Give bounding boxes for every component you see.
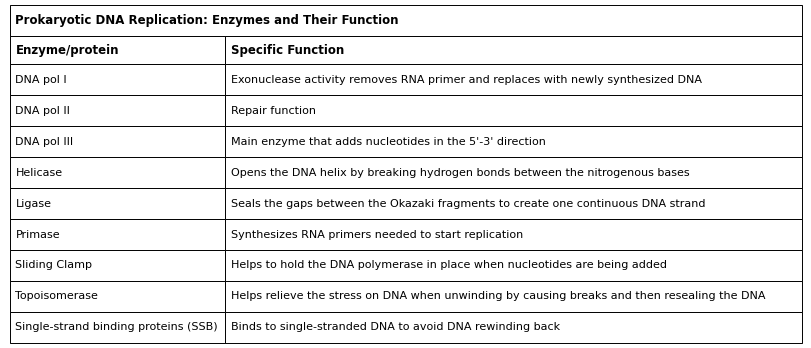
Text: Repair function: Repair function	[230, 106, 315, 116]
Bar	[225, 312, 801, 343]
Text: Specific Function: Specific Function	[230, 44, 344, 57]
Bar	[10, 281, 225, 312]
Bar	[225, 64, 801, 95]
Bar	[10, 126, 225, 157]
Bar	[225, 219, 801, 250]
Bar	[225, 281, 801, 312]
Bar	[10, 250, 225, 281]
Text: Ligase: Ligase	[15, 199, 51, 208]
Bar	[10, 5, 801, 36]
Text: DNA pol I: DNA pol I	[15, 75, 67, 85]
Bar	[10, 64, 225, 95]
Text: Helicase: Helicase	[15, 168, 62, 177]
Bar	[225, 36, 801, 64]
Text: Opens the DNA helix by breaking hydrogen bonds between the nitrogenous bases: Opens the DNA helix by breaking hydrogen…	[230, 168, 689, 177]
Bar	[225, 188, 801, 219]
Bar	[225, 126, 801, 157]
Text: Helps to hold the DNA polymerase in place when nucleotides are being added: Helps to hold the DNA polymerase in plac…	[230, 260, 666, 270]
Bar	[10, 95, 225, 126]
Bar	[10, 219, 225, 250]
Bar	[10, 36, 225, 64]
Bar	[10, 312, 225, 343]
Text: Enzyme/protein: Enzyme/protein	[15, 44, 118, 57]
Text: DNA pol II: DNA pol II	[15, 106, 71, 116]
Bar	[10, 188, 225, 219]
Text: Topoisomerase: Topoisomerase	[15, 291, 98, 301]
Text: Sliding Clamp: Sliding Clamp	[15, 260, 92, 270]
Bar	[225, 157, 801, 188]
Text: Main enzyme that adds nucleotides in the 5'-3' direction: Main enzyme that adds nucleotides in the…	[230, 137, 545, 147]
Text: Exonuclease activity removes RNA primer and replaces with newly synthesized DNA: Exonuclease activity removes RNA primer …	[230, 75, 702, 85]
Text: Seals the gaps between the Okazaki fragments to create one continuous DNA strand: Seals the gaps between the Okazaki fragm…	[230, 199, 705, 208]
Text: Primase: Primase	[15, 230, 60, 239]
Text: DNA pol III: DNA pol III	[15, 137, 74, 147]
Bar	[225, 95, 801, 126]
Text: Single-strand binding proteins (SSB): Single-strand binding proteins (SSB)	[15, 322, 218, 332]
Bar	[225, 250, 801, 281]
Bar	[10, 157, 225, 188]
Text: Helps relieve the stress on DNA when unwinding by causing breaks and then reseal: Helps relieve the stress on DNA when unw…	[230, 291, 765, 301]
Text: Prokaryotic DNA Replication: Enzymes and Their Function: Prokaryotic DNA Replication: Enzymes and…	[15, 14, 398, 27]
Text: Synthesizes RNA primers needed to start replication: Synthesizes RNA primers needed to start …	[230, 230, 522, 239]
Text: Binds to single-stranded DNA to avoid DNA rewinding back: Binds to single-stranded DNA to avoid DN…	[230, 322, 560, 332]
